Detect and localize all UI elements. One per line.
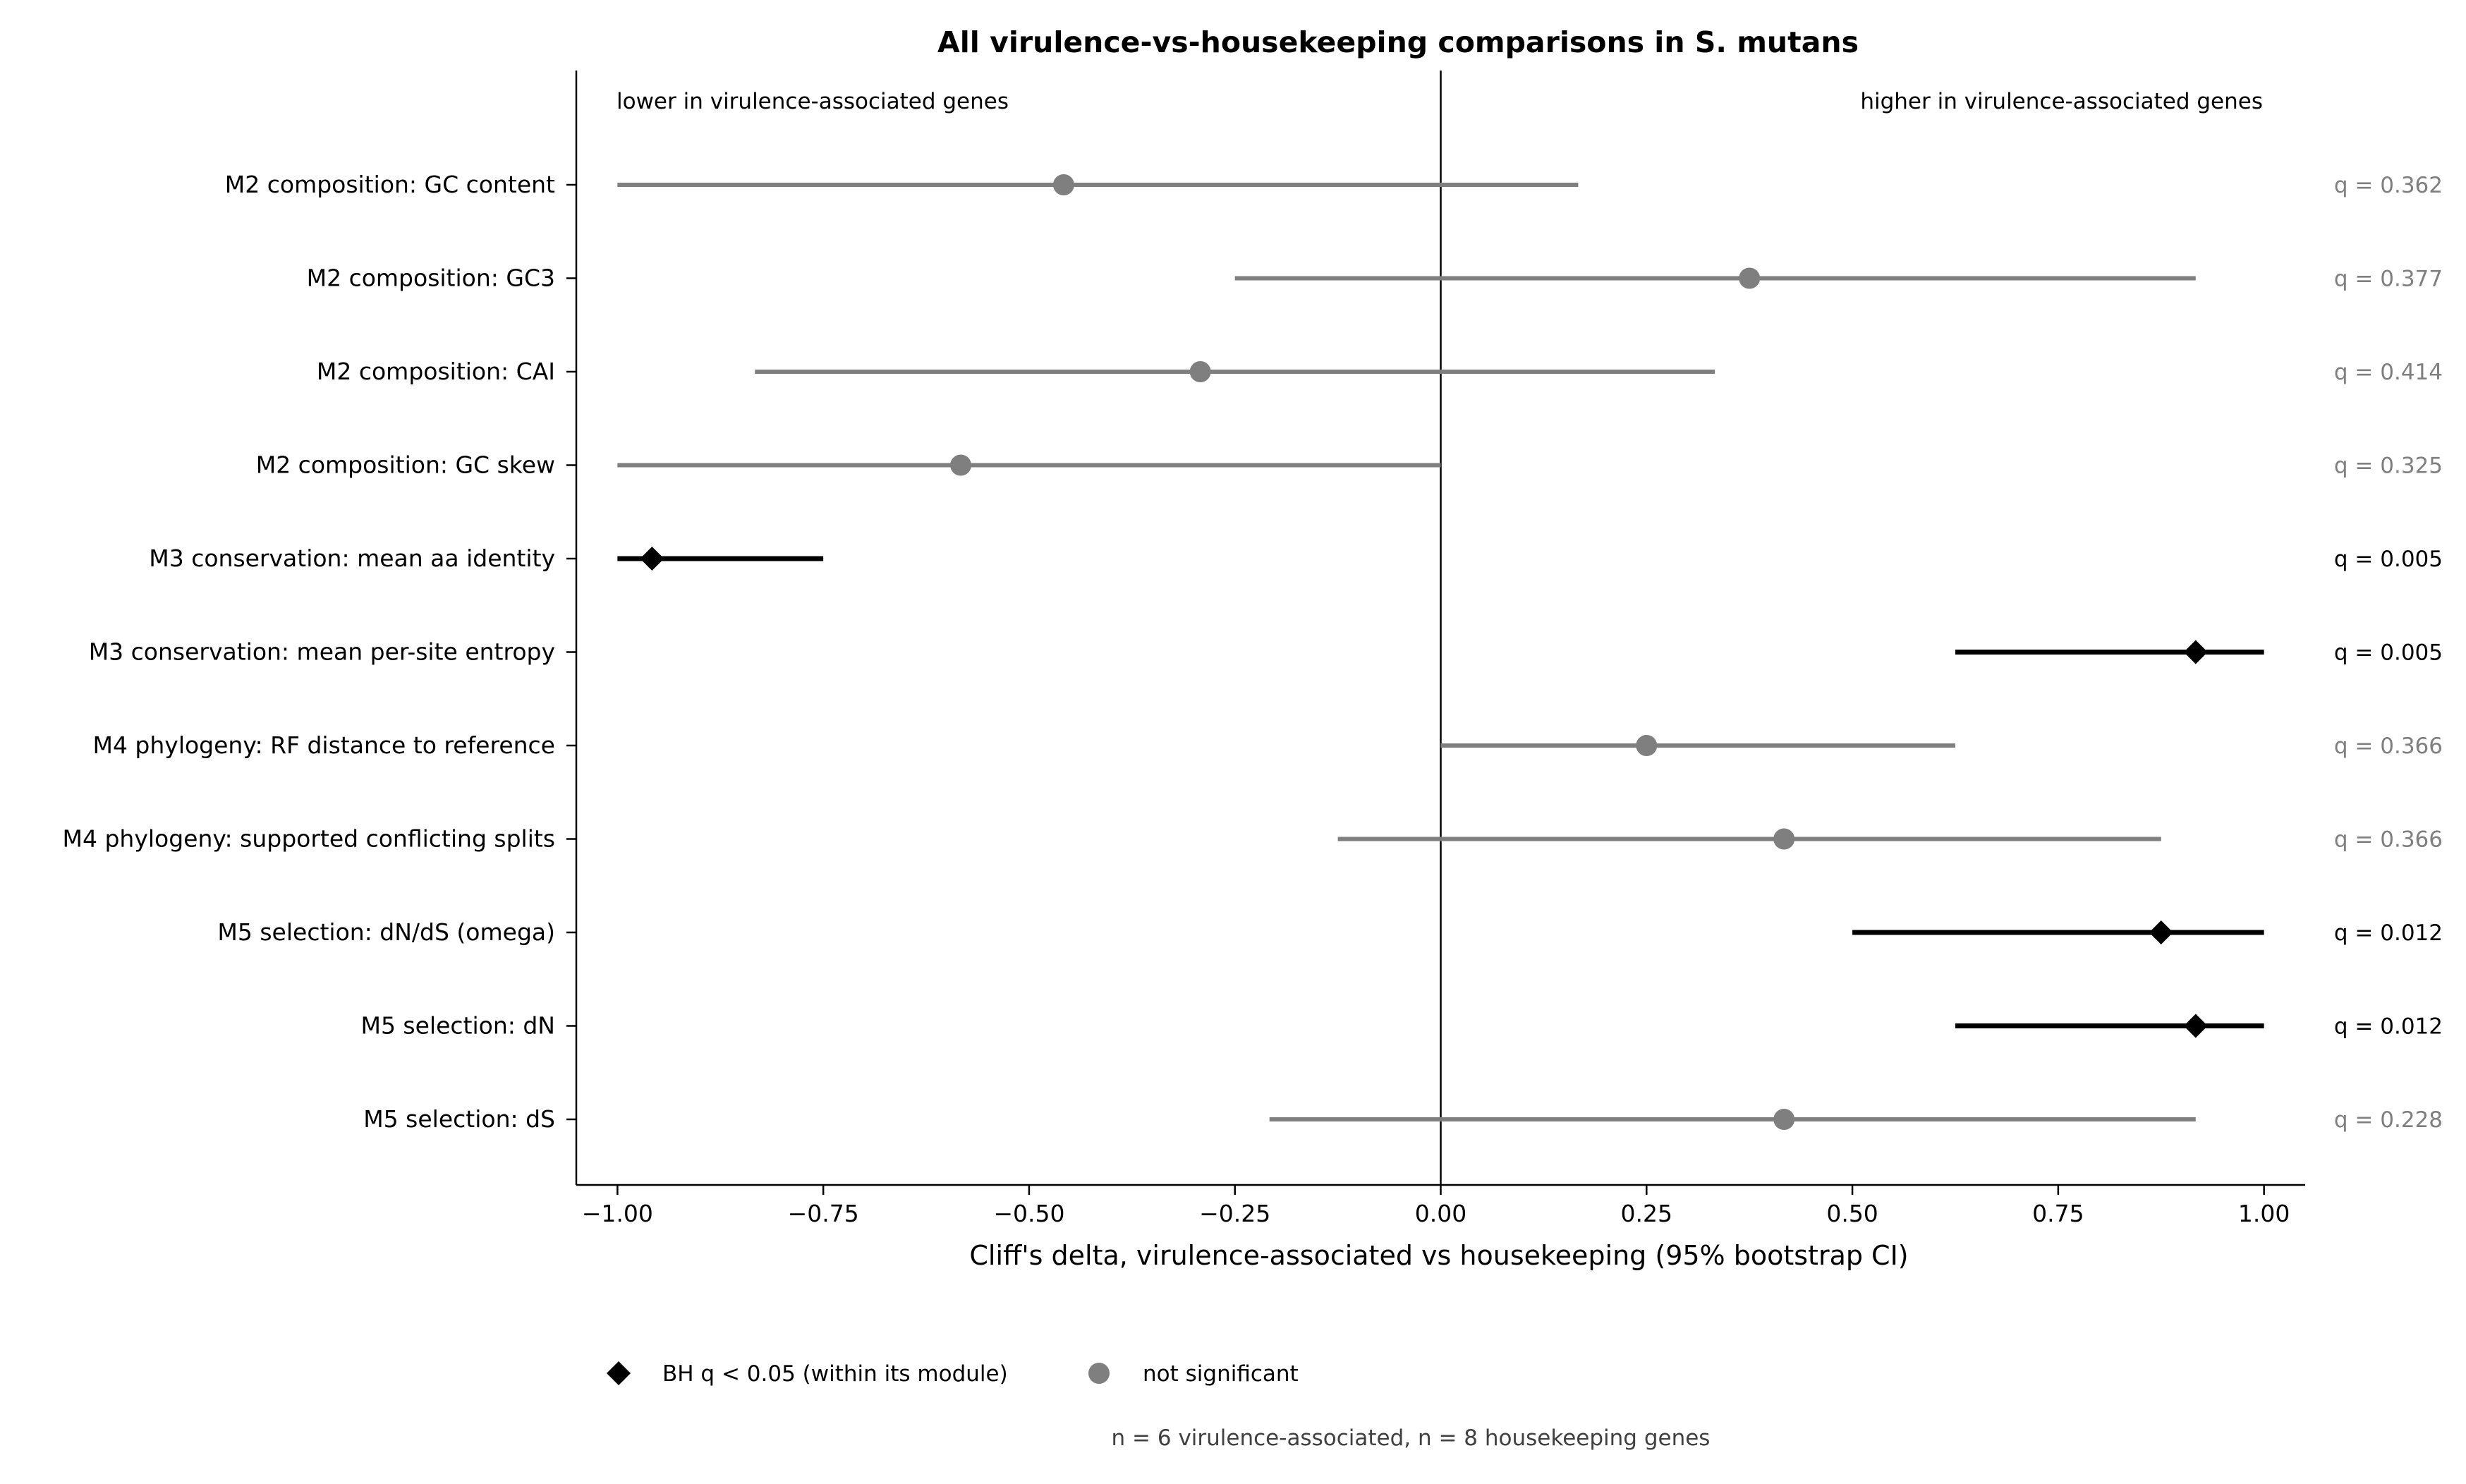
legend-item: not significant [1088,1361,1299,1387]
data-row: M3 conservation: mean aa identity q = 0.0… [149,545,2443,572]
point-circle [1189,361,1211,382]
y-tick-label: M2 composition: CAI [317,358,555,385]
x-tick-label: −1.00 [582,1200,653,1227]
x-tick-label: 0.50 [1826,1200,1878,1227]
point-circle [1773,828,1795,850]
q-value-label: q = 0.012 [2334,1014,2443,1040]
x-tick-label: −0.50 [993,1200,1064,1227]
data-row: M2 composition: GC skew q = 0.325 [256,451,2443,479]
x-tick-label: −0.25 [1199,1200,1270,1227]
data-row: M2 composition: CAI q = 0.414 [317,358,2443,385]
q-value-label: q = 0.366 [2334,827,2443,853]
y-tick-label: M5 selection: dN [360,1012,555,1040]
annotation-lower: lower in virulence-associated genes [616,89,1009,114]
point-diamond [640,547,664,571]
y-tick-label: M5 selection: dN/dS (omega) [217,918,555,946]
point-circle [1052,174,1074,195]
q-value-label: q = 0.377 [2334,267,2443,292]
y-tick-label: M2 composition: GC skew [256,451,555,479]
annotation-higher: higher in virulence-associated genes [1860,89,2263,114]
q-value-label: q = 0.325 [2334,454,2443,479]
q-value-label: q = 0.362 [2334,173,2443,198]
data-row: M5 selection: dN/dS (omega) q = 0.012 [217,918,2443,946]
x-ticks: −1.00 −0.75 −0.50 −0.25 0.00 0.25 0.50 0.75 1.00 [582,1185,2290,1227]
data-row: M4 phylogeny: RF distance to reference q … [92,731,2443,759]
y-tick-label: M2 composition: GC3 [307,264,555,292]
point-circle [1636,735,1658,756]
legend-diamond-marker [607,1361,631,1385]
x-tick-label: 0.00 [1415,1200,1466,1227]
point-circle [950,454,972,476]
q-value-label: q = 0.366 [2334,734,2443,759]
y-tick-label: M4 phylogeny: supported conflicting spli… [63,825,555,853]
y-tick-label: M3 conservation: mean per-site entropy [89,638,555,666]
legend-label: not significant [1143,1361,1299,1387]
data-row: M2 composition: GC3 q = 0.377 [307,264,2443,292]
data-row: M2 composition: GC content q = 0.362 [225,171,2443,198]
legend: BH q < 0.05 (within its module) not signi… [607,1361,1299,1387]
q-value-label: q = 0.005 [2334,640,2443,666]
data-row: M5 selection: dS q = 0.228 [363,1105,2443,1133]
q-value-label: q = 0.005 [2334,547,2443,572]
x-axis-label: Cliff's delta, virulence-associated vs h… [969,1240,1908,1271]
point-diamond [2149,920,2173,944]
point-diamond [2183,640,2208,664]
y-tick-label: M3 conservation: mean aa identity [149,545,555,572]
x-tick-label: 0.75 [2032,1200,2084,1227]
legend-item: BH q < 0.05 (within its module) [607,1361,1008,1387]
q-value-label: q = 0.228 [2334,1107,2443,1133]
y-tick-label: M2 composition: GC content [225,171,555,198]
data-row: M5 selection: dN q = 0.012 [360,1012,2443,1040]
data-row: M4 phylogeny: supported conflicting spli… [63,825,2443,853]
chart-title: All virulence-vs-housekeeping comparison… [937,25,1859,59]
legend-label: BH q < 0.05 (within its module) [662,1361,1008,1387]
footnote: n = 6 virulence-associated, n = 8 housek… [1112,1425,1711,1451]
point-circle [1739,267,1761,289]
point-circle [1773,1109,1795,1130]
legend-circle-marker [1088,1363,1110,1384]
x-tick-label: 0.25 [1621,1200,1672,1227]
q-value-label: q = 0.012 [2334,920,2443,946]
y-tick-label: M5 selection: dS [363,1105,555,1133]
y-tick-label: M4 phylogeny: RF distance to reference [92,731,555,759]
x-tick-label: −0.75 [788,1200,859,1227]
q-value-label: q = 0.414 [2334,360,2443,385]
point-diamond [2183,1014,2208,1038]
data-row: M3 conservation: mean per-site entropy q … [89,638,2443,666]
x-tick-label: 1.00 [2238,1200,2290,1227]
